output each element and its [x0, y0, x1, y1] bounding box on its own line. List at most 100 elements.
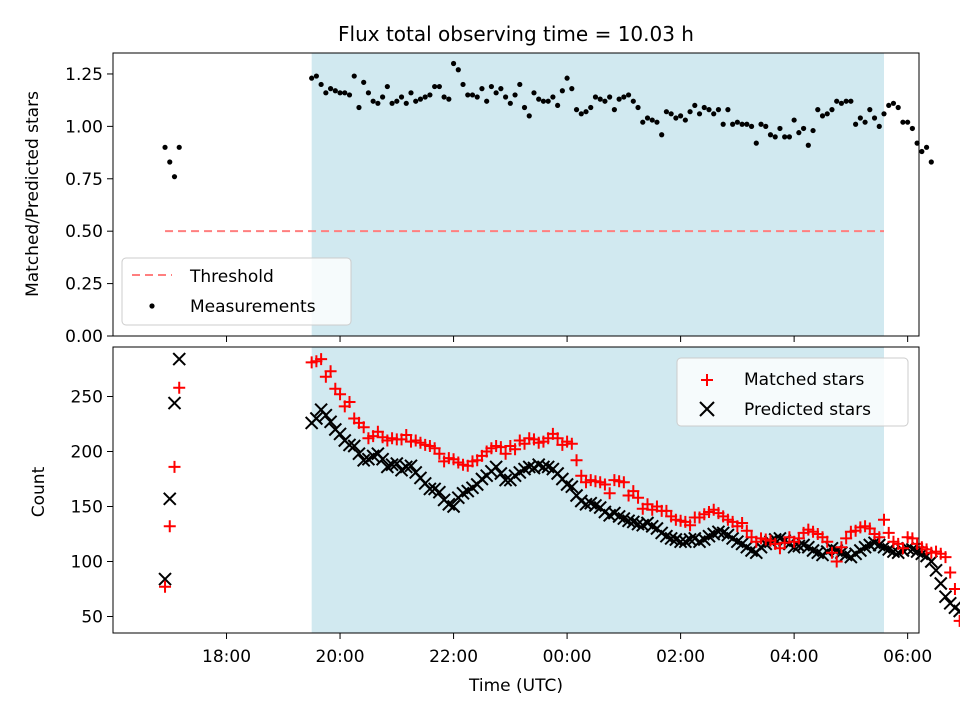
measurement-point	[730, 121, 736, 127]
x-tick-label: 04:00	[770, 647, 819, 667]
measurement-point	[394, 98, 400, 104]
matched-star-point	[565, 437, 578, 450]
measurement-point	[564, 75, 570, 81]
measurement-point	[829, 107, 835, 113]
measurement-point	[313, 73, 319, 79]
measurement-point	[923, 144, 930, 150]
measurement-point	[342, 90, 348, 96]
measurement-point	[502, 94, 509, 100]
legend-measurements-swatch	[149, 303, 155, 309]
bottom-legend: Matched stars Predicted stars	[676, 357, 909, 427]
measurement-point	[800, 125, 807, 132]
predicted-star-point	[934, 576, 948, 591]
measurement-point	[744, 121, 750, 127]
measurement-point	[867, 107, 873, 113]
measurement-point	[668, 111, 674, 117]
measurement-point	[914, 140, 920, 146]
measurement-point	[696, 111, 703, 117]
measurement-point	[602, 98, 608, 104]
predicted-star-point	[390, 456, 404, 471]
measurement-point	[592, 94, 599, 100]
predicted-star-point	[323, 415, 338, 429]
measurement-point	[427, 92, 433, 98]
measurement-point	[498, 86, 504, 92]
measurement-point	[465, 92, 471, 98]
matched-star-point	[343, 396, 356, 408]
measurement-point	[876, 123, 882, 129]
matched-star-point	[830, 555, 843, 568]
matched-star-point	[617, 476, 630, 489]
y-tick-label: 100	[71, 553, 103, 573]
measurement-point	[356, 104, 362, 111]
matched-star-point	[575, 469, 588, 482]
matched-star-point	[159, 580, 172, 593]
legend-predicted-swatch	[699, 401, 715, 417]
measurement-point	[479, 86, 485, 92]
measurement-point	[588, 104, 594, 111]
measurement-point	[692, 102, 698, 109]
measurement-point	[734, 119, 740, 125]
measurement-point	[512, 92, 518, 98]
legend-matched-swatch	[701, 374, 713, 386]
measurement-point	[748, 123, 755, 129]
y-tick-label: 0.50	[65, 222, 103, 242]
measurement-point	[507, 100, 513, 106]
x-tick-label: 02:00	[656, 647, 705, 667]
measurement-point	[687, 109, 693, 115]
measurement-point	[171, 174, 178, 180]
top-y-axis-label: Matched/Predicted stars	[23, 91, 43, 297]
measurement-point	[758, 121, 764, 127]
measurement-point	[611, 107, 617, 113]
measurement-point	[630, 98, 636, 104]
measurement-point	[767, 132, 774, 138]
matched-star-point	[825, 546, 838, 559]
predicted-star-point	[399, 460, 413, 474]
matched-star-point	[603, 487, 616, 500]
measurement-point	[460, 81, 466, 88]
measurement-point	[493, 90, 499, 96]
predicted-star-point	[375, 452, 390, 466]
chart-title: Flux total observing time = 10.03 h	[338, 22, 694, 46]
y-tick-label: 0.00	[65, 327, 103, 347]
measurement-point	[474, 94, 480, 100]
measurement-point	[871, 115, 878, 121]
measurement-point	[815, 107, 821, 113]
matched-stars-points	[159, 353, 960, 627]
measurement-point	[162, 144, 168, 150]
measurement-point	[649, 117, 655, 123]
predicted-star-point	[489, 460, 503, 474]
measurement-point	[895, 104, 901, 111]
matched-star-point	[627, 485, 640, 498]
matched-star-point	[509, 443, 522, 456]
measurement-point	[706, 107, 712, 113]
measurement-point	[540, 98, 547, 104]
measurement-point	[441, 94, 447, 100]
matched-star-point	[168, 460, 181, 473]
measurement-point	[791, 117, 797, 123]
measurement-point	[545, 98, 551, 104]
x-tick-label: 18:00	[202, 647, 251, 667]
top-legend: Threshold Measurements	[121, 257, 352, 326]
measurement-point	[782, 134, 788, 140]
measurement-point	[323, 90, 329, 96]
matched-star-point	[740, 524, 753, 537]
y-tick-label: 150	[71, 498, 103, 518]
matched-star-point	[939, 551, 952, 564]
x-tick-label: 20:00	[316, 647, 365, 667]
matched-star-point	[632, 491, 645, 504]
measurement-point	[725, 107, 731, 113]
predicted-star-point	[172, 352, 186, 366]
measurement-point	[838, 100, 845, 106]
matched-star-point	[948, 583, 960, 595]
predicted-star-point	[711, 525, 726, 539]
measurement-point	[621, 94, 627, 100]
measurement-point	[772, 134, 778, 140]
measurement-point	[346, 92, 353, 98]
measurement-point	[536, 96, 542, 102]
measurement-point	[432, 83, 438, 90]
measurement-point	[450, 60, 457, 67]
measurement-point	[607, 94, 613, 100]
predicted-star-point	[938, 589, 953, 604]
predicted-star-point	[167, 396, 182, 410]
